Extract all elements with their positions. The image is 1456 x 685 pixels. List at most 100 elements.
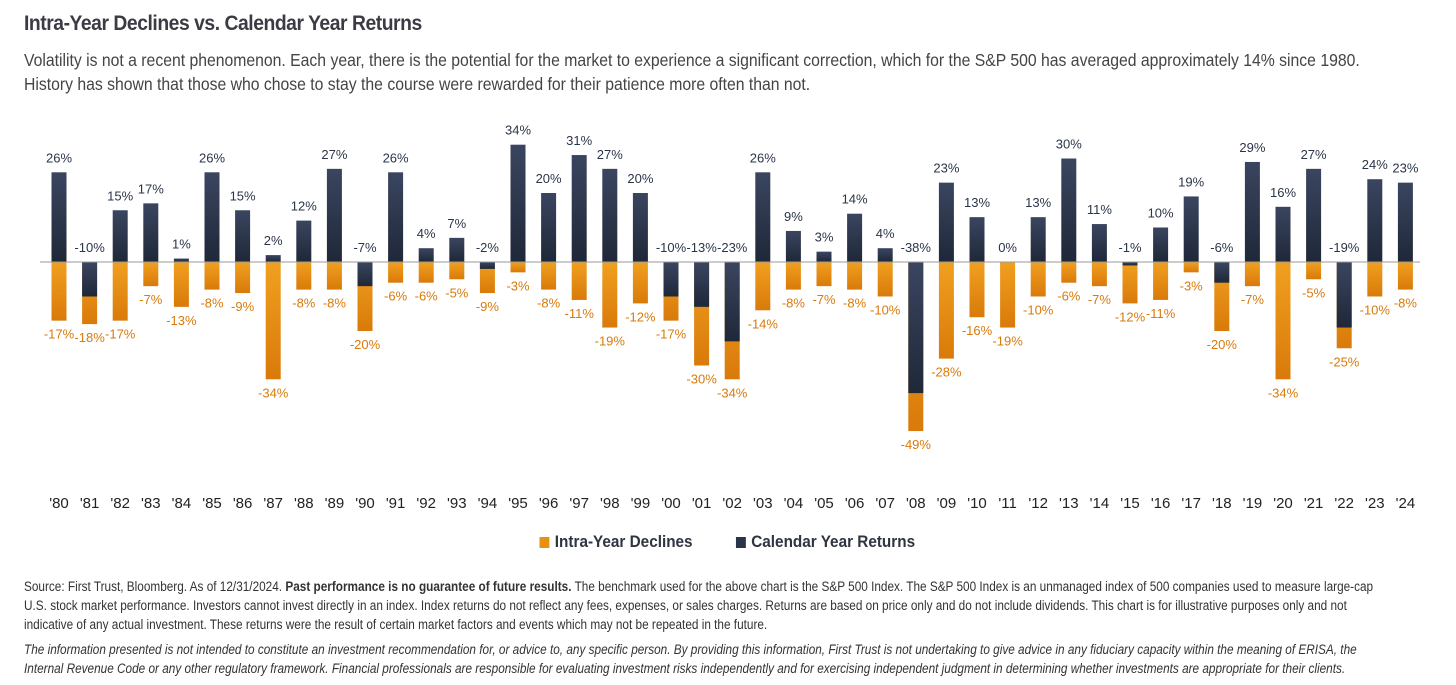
x-tick-label: '93 xyxy=(447,495,467,512)
x-tick-label: '06 xyxy=(845,495,865,512)
x-tick-label: '12 xyxy=(1028,495,1048,512)
decline-label: -3% xyxy=(1180,278,1204,293)
decline-label: -9% xyxy=(476,299,500,314)
return-label: -7% xyxy=(353,240,377,255)
decline-label: -7% xyxy=(1241,292,1265,307)
return-bar xyxy=(510,144,526,262)
decline-label: -19% xyxy=(992,334,1023,349)
return-bar xyxy=(479,262,495,269)
return-label: -19% xyxy=(1329,240,1360,255)
x-tick-label: '01 xyxy=(692,495,712,512)
decline-label: -17% xyxy=(44,327,75,342)
returns-series xyxy=(51,144,1413,394)
x-tick-label: '94 xyxy=(478,495,498,512)
decline-bar xyxy=(1275,262,1291,380)
return-bar xyxy=(1214,262,1230,283)
return-label: 26% xyxy=(46,150,72,165)
return-bar xyxy=(694,262,710,307)
return-bar xyxy=(785,230,801,262)
decline-bar xyxy=(204,262,220,290)
return-bar xyxy=(1030,217,1046,262)
x-tick-label: '82 xyxy=(110,495,130,512)
x-tick-label: '00 xyxy=(661,495,681,512)
return-label: 13% xyxy=(1025,195,1051,210)
x-tick-label: '86 xyxy=(233,495,253,512)
return-label: 23% xyxy=(1392,161,1418,176)
return-label: 27% xyxy=(597,147,623,162)
decline-label: -8% xyxy=(782,296,806,311)
decline-bar xyxy=(326,262,342,290)
return-bar xyxy=(418,248,434,262)
return-label: -6% xyxy=(1210,240,1234,255)
x-tick-label: '03 xyxy=(753,495,773,512)
return-label: 17% xyxy=(138,181,164,196)
return-label: 19% xyxy=(1178,174,1204,189)
x-tick-label: '83 xyxy=(141,495,161,512)
decline-label: -20% xyxy=(350,337,381,352)
return-bar xyxy=(632,193,648,262)
decline-bar xyxy=(541,262,557,290)
return-bar xyxy=(969,217,985,262)
x-tick-label: '95 xyxy=(508,495,528,512)
x-tick-label: '18 xyxy=(1212,495,1232,512)
decline-bar xyxy=(755,262,771,311)
decline-bar xyxy=(847,262,863,290)
x-tick-label: '14 xyxy=(1090,495,1110,512)
x-tick-label: '97 xyxy=(569,495,589,512)
return-label: 27% xyxy=(1301,147,1327,162)
x-tick-label: '99 xyxy=(631,495,651,512)
decline-label: -7% xyxy=(812,292,836,307)
chart-title: Intra-Year Declines vs. Calendar Year Re… xyxy=(24,12,422,35)
decline-label: -9% xyxy=(231,299,255,314)
decline-bar xyxy=(1153,262,1169,300)
decline-bar xyxy=(877,262,893,297)
decline-bar xyxy=(938,262,954,359)
decline-label: -5% xyxy=(445,285,469,300)
return-bar xyxy=(755,172,771,262)
decline-bar xyxy=(296,262,312,290)
return-bar xyxy=(938,182,954,262)
x-tick-label: '19 xyxy=(1243,495,1263,512)
decline-label: -6% xyxy=(1057,289,1081,304)
decline-bar xyxy=(235,262,251,294)
x-tick-label: '81 xyxy=(80,495,100,512)
disclaimer: The information presented is not intende… xyxy=(24,642,1357,676)
chart-subtitle: Volatility is not a recent phenomenon. E… xyxy=(24,50,1360,94)
return-label: -1% xyxy=(1118,240,1142,255)
return-bar xyxy=(1306,168,1322,262)
return-label: 2% xyxy=(264,233,283,248)
return-bar xyxy=(724,262,740,342)
return-label: 26% xyxy=(199,150,225,165)
return-label: 15% xyxy=(230,188,256,203)
return-label: 27% xyxy=(321,147,347,162)
decline-bar xyxy=(173,262,189,307)
return-bar xyxy=(388,172,404,262)
legend-item-returns: Calendar Year Returns xyxy=(735,532,915,552)
decline-bar xyxy=(51,262,67,321)
x-tick-label: '21 xyxy=(1304,495,1324,512)
return-label: 29% xyxy=(1239,140,1265,155)
x-tick-label: '13 xyxy=(1059,495,1079,512)
x-tick-label: '80 xyxy=(49,495,69,512)
source-bold: Past performance is no guarantee of futu… xyxy=(285,579,572,594)
legend-item-declines: Intra-Year Declines xyxy=(539,532,693,552)
x-tick-label: '09 xyxy=(937,495,957,512)
decline-label: -7% xyxy=(1088,292,1112,307)
x-tick-label: '90 xyxy=(355,495,375,512)
decline-label: -8% xyxy=(1394,296,1418,311)
decline-bar xyxy=(1122,262,1138,304)
return-bar xyxy=(1367,179,1383,262)
x-tick-label: '23 xyxy=(1365,495,1385,512)
decline-bar xyxy=(969,262,985,318)
return-label: 4% xyxy=(417,226,436,241)
return-label: 12% xyxy=(291,199,317,214)
x-tick-label: '05 xyxy=(814,495,834,512)
decline-label: -10% xyxy=(1360,303,1391,318)
decline-bar xyxy=(816,262,832,287)
return-label: -13% xyxy=(686,240,717,255)
return-bar xyxy=(541,193,557,262)
return-bar xyxy=(1153,227,1169,262)
decline-label: -6% xyxy=(384,289,408,304)
return-label: -38% xyxy=(901,240,932,255)
return-label: -10% xyxy=(74,240,105,255)
